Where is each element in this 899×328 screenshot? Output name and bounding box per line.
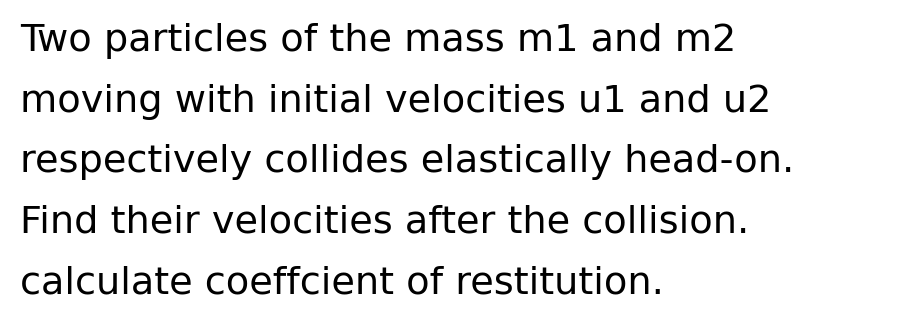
Text: respectively collides elastically head-on.: respectively collides elastically head-o… — [20, 144, 794, 180]
Text: Find their velocities after the collision.: Find their velocities after the collisio… — [20, 205, 749, 241]
Text: moving with initial velocities u1 and u2: moving with initial velocities u1 and u2 — [20, 84, 771, 120]
Text: Two particles of the mass m1 and m2: Two particles of the mass m1 and m2 — [20, 23, 736, 59]
Text: calculate coeffcient of restitution.: calculate coeffcient of restitution. — [20, 266, 663, 302]
